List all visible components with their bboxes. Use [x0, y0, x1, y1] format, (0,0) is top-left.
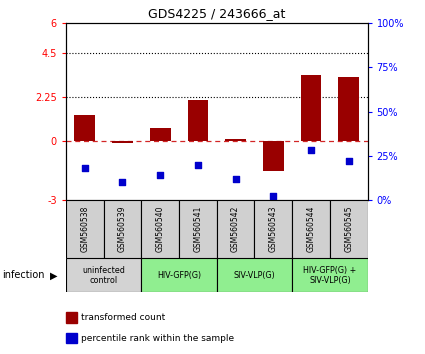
Bar	[74, 115, 95, 141]
Point	[270, 194, 277, 199]
Point	[308, 148, 314, 153]
Bar	[292, 258, 368, 292]
Text: percentile rank within the sample: percentile rank within the sample	[81, 333, 234, 343]
Text: HIV-GFP(G) +
SIV-VLP(G): HIV-GFP(G) + SIV-VLP(G)	[303, 266, 357, 285]
Bar	[179, 200, 217, 258]
Title: GDS4225 / 243666_at: GDS4225 / 243666_at	[148, 7, 286, 21]
Bar	[66, 200, 104, 258]
Bar	[217, 200, 255, 258]
Bar	[217, 258, 292, 292]
Text: SIV-VLP(G): SIV-VLP(G)	[234, 271, 275, 280]
Bar	[187, 100, 208, 141]
Bar	[225, 139, 246, 141]
Bar	[66, 258, 141, 292]
Bar	[141, 258, 217, 292]
Point	[346, 158, 352, 164]
Text: GSM560545: GSM560545	[344, 206, 353, 252]
Bar	[255, 200, 292, 258]
Point	[195, 162, 201, 167]
Bar	[104, 200, 141, 258]
Text: GSM560540: GSM560540	[156, 206, 164, 252]
Point	[157, 172, 164, 178]
Text: infection: infection	[2, 270, 45, 280]
Text: GSM560539: GSM560539	[118, 206, 127, 252]
Bar	[292, 200, 330, 258]
Bar	[263, 141, 284, 171]
Point	[119, 179, 126, 185]
Bar	[330, 200, 368, 258]
Text: GSM560543: GSM560543	[269, 206, 278, 252]
Bar	[150, 128, 170, 141]
Text: GSM560541: GSM560541	[193, 206, 202, 252]
Bar	[112, 141, 133, 143]
Bar	[338, 77, 359, 141]
Bar	[300, 75, 321, 141]
Text: HIV-GFP(G): HIV-GFP(G)	[157, 271, 201, 280]
Text: ▶: ▶	[50, 270, 57, 280]
Text: GSM560538: GSM560538	[80, 206, 89, 252]
Point	[232, 176, 239, 182]
Bar	[141, 200, 179, 258]
Text: GSM560542: GSM560542	[231, 206, 240, 252]
Text: transformed count: transformed count	[81, 313, 165, 322]
Text: uninfected
control: uninfected control	[82, 266, 125, 285]
Point	[81, 165, 88, 171]
Text: GSM560544: GSM560544	[306, 206, 315, 252]
